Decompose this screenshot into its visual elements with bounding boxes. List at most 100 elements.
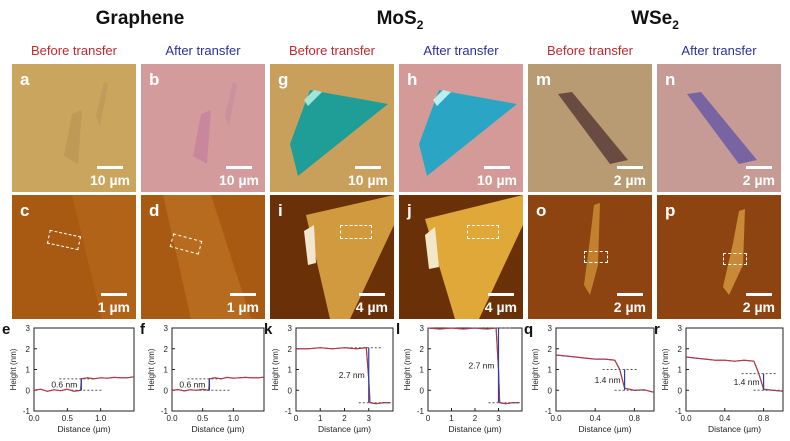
panel-label-c: c <box>20 201 30 220</box>
y-tick-label: 0 <box>288 386 293 395</box>
profile-region-box <box>467 225 499 239</box>
y-tick-label: 0 <box>420 386 425 395</box>
profile-region-box <box>723 253 747 265</box>
y-tick-label: 2 <box>548 345 553 354</box>
x-tick-label: 3 <box>367 414 372 423</box>
x-tick-label: 0.4 <box>590 414 602 423</box>
x-tick-label: 0.0 <box>166 414 178 423</box>
panel-label-i: i <box>278 201 283 220</box>
step-height-label: 1.4 nm <box>734 377 760 387</box>
y-tick-label: -1 <box>417 407 425 416</box>
panel-label: l <box>396 321 400 338</box>
step-height-label: 1.4 nm <box>595 375 621 385</box>
y-tick-label: -1 <box>23 407 31 416</box>
y-tick-label: 0 <box>548 386 553 395</box>
height-profile-plot-r: -1 0 1 2 3 0.0 0.4 0.8 Distance (µm) Height (nm) 1… <box>652 320 787 441</box>
scale-bar-j: 4 µm <box>484 299 517 315</box>
afm-topography-image <box>304 195 394 319</box>
y-tick-label: 1 <box>288 366 293 375</box>
x-tick-label: 0.0 <box>28 414 40 423</box>
height-profile-plot-f: -1 0 1 2 3 0.0 0.5 1.0 Distance (µm) Height (nm) 0… <box>138 320 268 441</box>
x-axis-label: Distance (µm) <box>708 424 761 434</box>
panel-label: k <box>264 321 273 338</box>
afm-topography-image <box>72 195 136 319</box>
y-axis-label: Height (nm) <box>661 348 670 390</box>
height-profile-plot-e: -1 0 1 2 3 0.0 0.5 1.0 Distance (µm) Height (nm) 0… <box>0 320 138 441</box>
plot-frame <box>171 327 265 412</box>
plot-frame <box>555 327 655 412</box>
mos2-flake-image <box>419 90 517 176</box>
panel-label-d: d <box>149 201 160 220</box>
x-tick-label: 3 <box>496 414 501 423</box>
x-tick-label: 0.5 <box>62 414 74 423</box>
x-tick-label: 1.0 <box>95 414 107 423</box>
x-axis-label: Distance (µm) <box>318 424 371 434</box>
afm-panel-o: o 2 µm <box>528 195 652 319</box>
y-tick-label: -1 <box>161 407 169 416</box>
panel-label-b: b <box>149 70 160 89</box>
scale-bar-o: 2 µm <box>613 299 646 315</box>
panel-label: q <box>524 321 533 338</box>
optical-panel-a: a 10 µm <box>12 64 136 192</box>
step-height-label: 2.7 nm <box>339 370 365 380</box>
height-profile-plot-l: -1 0 1 2 3 0 1 2 3 Distance (µm) Height (nm) 2.7 nm… <box>394 320 526 441</box>
profile-data-line <box>171 376 265 392</box>
panel-label: r <box>654 321 660 338</box>
y-axis-label: Height (nm) <box>9 348 18 390</box>
subtitle-after-wse2: After transfer <box>681 43 757 58</box>
y-tick-label: 1 <box>164 366 169 375</box>
optical-panel-h: h 10 µm <box>399 64 523 192</box>
subtitle-before-graphene: Before transfer <box>31 43 117 58</box>
scale-bar-h: 10 µm <box>477 172 517 188</box>
x-tick-label: 1 <box>318 414 323 423</box>
x-tick-label: 2 <box>342 414 347 423</box>
x-tick-label: 0.8 <box>629 414 641 423</box>
subtitle-after-graphene: After transfer <box>165 43 241 58</box>
panel-label-g: g <box>278 70 289 89</box>
panel-label-h: h <box>407 70 418 89</box>
scale-bar-i: 4 µm <box>355 299 388 315</box>
scale-bar-p: 2 µm <box>742 299 775 315</box>
height-profile-plot-k: -1 0 1 2 3 0 1 2 3 Distance (µm) Height (nm) 2.7 nm… <box>262 320 397 441</box>
y-axis-label: Height (nm) <box>271 348 280 390</box>
step-height-label: 0.6 nm <box>51 380 77 390</box>
mos2-flake-image <box>290 90 388 176</box>
optical-panel-b: b 10 µm <box>141 64 265 192</box>
plot-frame <box>33 327 135 412</box>
x-tick-label: 0.4 <box>719 414 731 423</box>
y-axis-label: Height (nm) <box>403 348 412 390</box>
y-tick-label: 2 <box>420 345 425 354</box>
x-tick-label: 0 <box>426 414 431 423</box>
y-tick-label: 2 <box>678 345 683 354</box>
y-axis-label: Height (nm) <box>147 348 156 390</box>
x-tick-label: 0.5 <box>197 414 209 423</box>
y-tick-label: 1 <box>26 366 31 375</box>
x-tick-label: 0.0 <box>550 414 562 423</box>
afm-panel-i: i 4 µm <box>270 195 394 319</box>
y-tick-label: 3 <box>420 324 425 333</box>
y-tick-label: 2 <box>164 345 169 354</box>
y-tick-label: -1 <box>545 407 553 416</box>
y-tick-label: 1 <box>548 366 553 375</box>
afm-panel-j: j 4 µm <box>399 195 523 319</box>
panel-label-j: j <box>407 201 412 220</box>
plot-frame <box>685 327 784 412</box>
panel-label-n: n <box>665 70 676 89</box>
afm-panel-c: c 1 µm <box>12 195 136 319</box>
scale-bar-n: 2 µm <box>742 172 775 188</box>
scale-bar-c: 1 µm <box>97 299 130 315</box>
afm-topography-image <box>584 203 600 295</box>
y-tick-label: 3 <box>288 324 293 333</box>
panel-label-p: p <box>665 201 676 220</box>
subtitle-before-wse2: Before transfer <box>547 43 633 58</box>
profile-data-line <box>296 347 391 405</box>
x-tick-label: 1 <box>449 414 454 423</box>
y-tick-label: 0 <box>678 386 683 395</box>
scale-bar-g: 10 µm <box>348 172 388 188</box>
optical-panel-m: m 2 µm <box>528 64 652 192</box>
y-axis-label: Height (nm) <box>531 348 540 390</box>
profile-region-box <box>340 225 372 239</box>
y-tick-label: 3 <box>548 324 553 333</box>
group-title-wse2: WSe2 <box>631 8 679 32</box>
y-tick-label: 3 <box>26 324 31 333</box>
